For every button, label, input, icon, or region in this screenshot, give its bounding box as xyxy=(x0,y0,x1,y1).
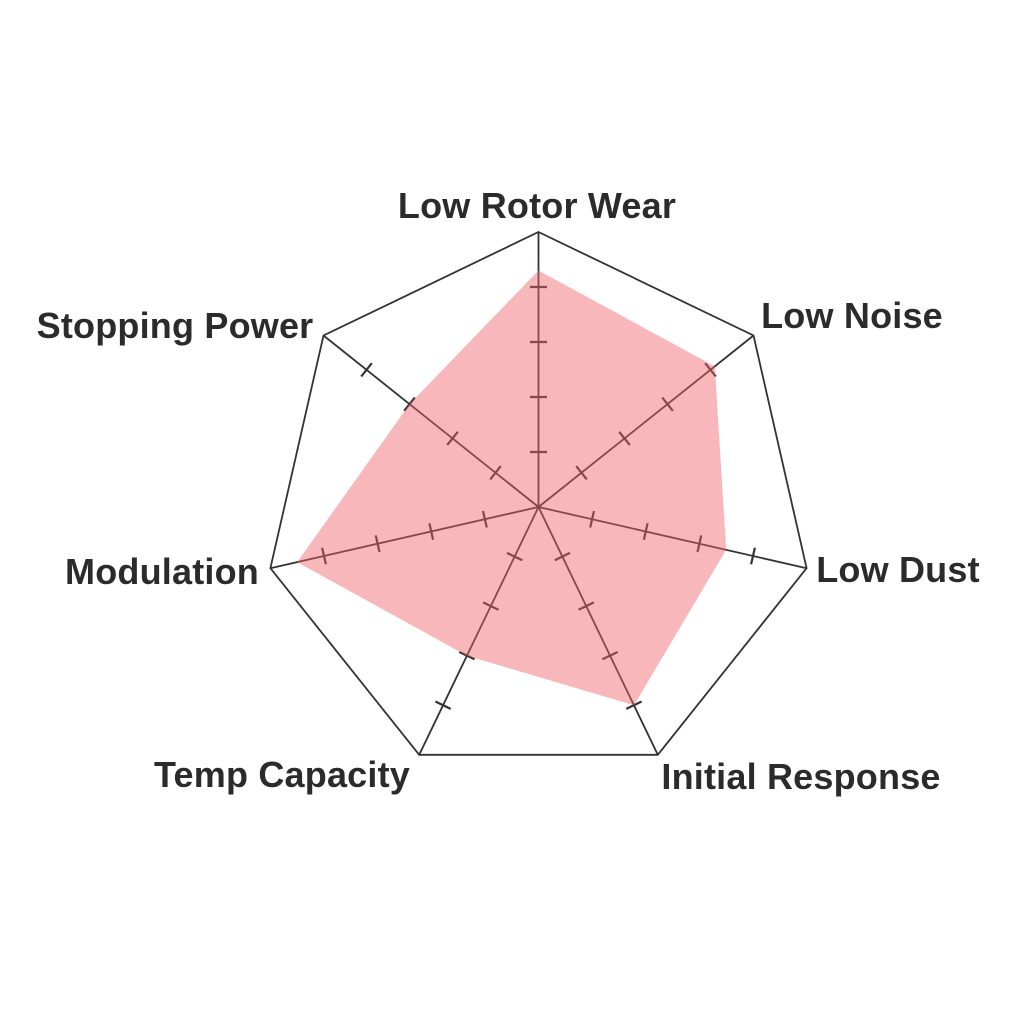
tick-mark xyxy=(321,547,327,565)
tick-mark xyxy=(489,465,502,481)
tick-mark xyxy=(704,362,717,378)
tick-mark xyxy=(428,522,435,541)
axis-line xyxy=(537,334,755,508)
tick-mark xyxy=(578,601,595,611)
radar-outline xyxy=(269,231,808,756)
tick-mark xyxy=(481,510,488,528)
axis-line xyxy=(538,506,807,570)
tick-mark xyxy=(403,396,416,412)
tick-mark xyxy=(625,700,643,710)
axis-line xyxy=(322,334,540,508)
axis-line xyxy=(418,506,540,756)
tick-mark xyxy=(374,535,381,553)
tick-mark xyxy=(506,551,523,562)
axis-label-initial-response: Initial Response xyxy=(661,756,941,797)
tick-mark xyxy=(434,700,452,710)
tick-mark xyxy=(750,547,756,565)
value-area xyxy=(297,270,727,706)
tick-mark xyxy=(554,551,571,562)
tick-mark xyxy=(601,651,619,661)
tick-mark xyxy=(589,510,596,528)
axis-line xyxy=(537,506,659,756)
axis-label-modulation: Modulation xyxy=(65,551,259,592)
tick-mark xyxy=(642,522,649,541)
axis-label-low-rotor-wear: Low Rotor Wear xyxy=(397,185,677,226)
axis-label-low-noise: Low Noise xyxy=(761,295,943,336)
tick-mark xyxy=(360,362,373,378)
tick-mark xyxy=(446,431,459,446)
axis-label-low-dust: Low Dust xyxy=(816,549,980,590)
tick-mark xyxy=(458,651,476,661)
axis-line xyxy=(270,506,539,570)
tick-mark xyxy=(661,396,674,412)
tick-mark xyxy=(696,535,703,553)
tick-mark xyxy=(575,465,588,481)
axis-label-stopping-power: Stopping Power xyxy=(36,305,314,346)
tick-mark xyxy=(482,601,499,611)
tick-mark xyxy=(618,431,631,446)
axis-label-temp-capacity: Temp Capacity xyxy=(153,754,411,795)
